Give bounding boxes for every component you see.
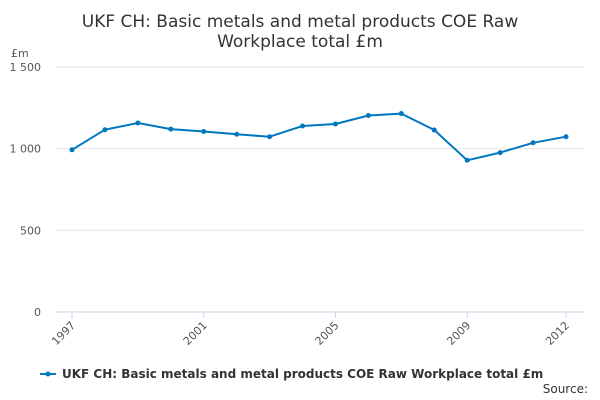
data-point xyxy=(497,150,503,156)
data-point xyxy=(69,147,75,153)
data-point xyxy=(102,127,108,133)
chart-title-line-2: Workplace total £m xyxy=(217,32,383,52)
chart-title-line-1: UKF CH: Basic metals and metal products … xyxy=(82,12,519,32)
data-point xyxy=(168,126,174,132)
y-axis-unit-label: £m xyxy=(11,47,29,60)
data-point xyxy=(563,134,569,140)
data-point xyxy=(135,120,141,126)
gridlines xyxy=(56,66,584,231)
data-point xyxy=(431,127,437,133)
series-line xyxy=(71,112,567,162)
data-point xyxy=(267,134,273,140)
x-axis-ticks: 1997 2001 2005 2009 2012 xyxy=(49,312,572,348)
x-tick-label: 1997 xyxy=(49,319,78,348)
y-tick-label: 500 xyxy=(20,224,41,237)
x-tick-label: 2005 xyxy=(313,319,342,348)
y-tick-label: 1 500 xyxy=(10,61,42,74)
y-tick-label: 1 000 xyxy=(10,143,42,156)
data-point xyxy=(464,157,470,163)
source-label: Source: xyxy=(543,382,588,396)
legend[interactable]: UKF CH: Basic metals and metal products … xyxy=(40,367,543,381)
data-point xyxy=(365,113,371,119)
legend-label: UKF CH: Basic metals and metal products … xyxy=(62,367,543,381)
data-point xyxy=(530,140,536,146)
y-axis-ticks: 0 500 1 000 1 500 xyxy=(10,61,42,319)
data-point xyxy=(300,123,306,129)
x-tick-label: 2012 xyxy=(543,319,572,348)
y-tick-label: 0 xyxy=(34,306,41,319)
series-group xyxy=(69,111,569,163)
legend-symbol-marker xyxy=(45,371,51,377)
data-point xyxy=(201,129,207,135)
x-tick-label: 2009 xyxy=(444,319,473,348)
data-point xyxy=(234,131,240,137)
x-tick-label: 2001 xyxy=(181,319,210,348)
data-point xyxy=(398,111,404,117)
data-point xyxy=(332,121,338,127)
